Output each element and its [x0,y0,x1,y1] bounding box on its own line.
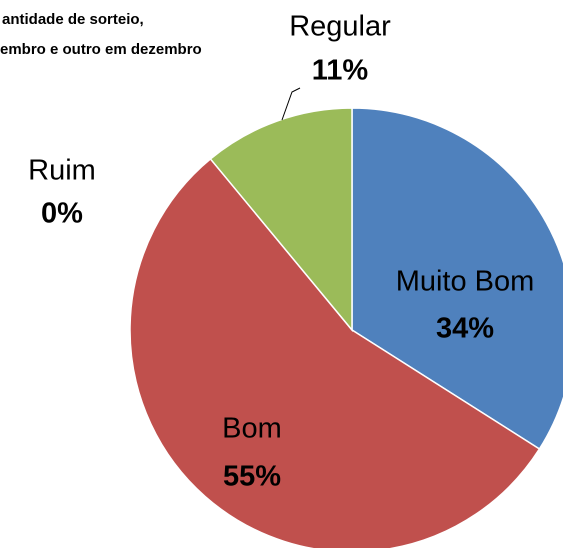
value-label: 11% [312,55,369,87]
pie-slice [351,107,563,450]
pie [129,107,563,548]
value-label: 55% [223,461,281,493]
pie-slice [209,107,353,333]
category-label: Bom [222,413,282,445]
category-label: Ruim [28,155,96,187]
title-line: embro e outro em dezembro [0,41,202,58]
category-label: Regular [289,11,391,43]
title-line: antidade de sorteio, [2,11,144,28]
leader-line [281,87,301,121]
pie-slice [129,157,541,548]
category-label: Muito Bom [396,266,535,298]
value-label: 0% [41,198,83,230]
value-label: 34% [436,313,494,345]
